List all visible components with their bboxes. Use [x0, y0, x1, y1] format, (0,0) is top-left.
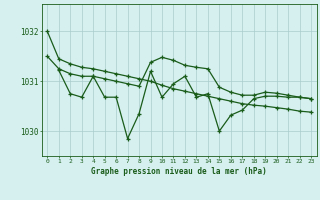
- X-axis label: Graphe pression niveau de la mer (hPa): Graphe pression niveau de la mer (hPa): [91, 167, 267, 176]
